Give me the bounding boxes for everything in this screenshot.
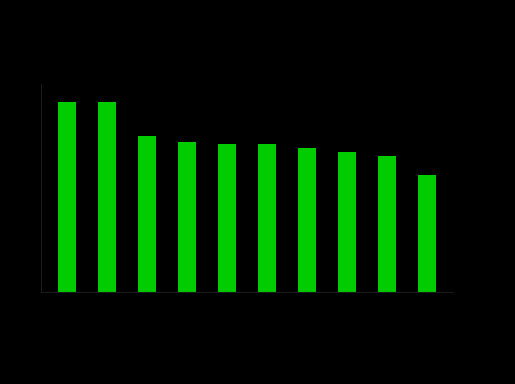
Bar xyxy=(418,175,436,292)
Bar xyxy=(298,149,316,292)
Bar xyxy=(378,156,396,292)
Bar xyxy=(178,142,196,292)
Bar xyxy=(138,136,156,292)
Bar xyxy=(98,103,116,292)
Bar xyxy=(218,144,236,292)
Bar xyxy=(258,144,276,292)
Bar xyxy=(338,152,356,292)
Bar xyxy=(58,102,76,292)
